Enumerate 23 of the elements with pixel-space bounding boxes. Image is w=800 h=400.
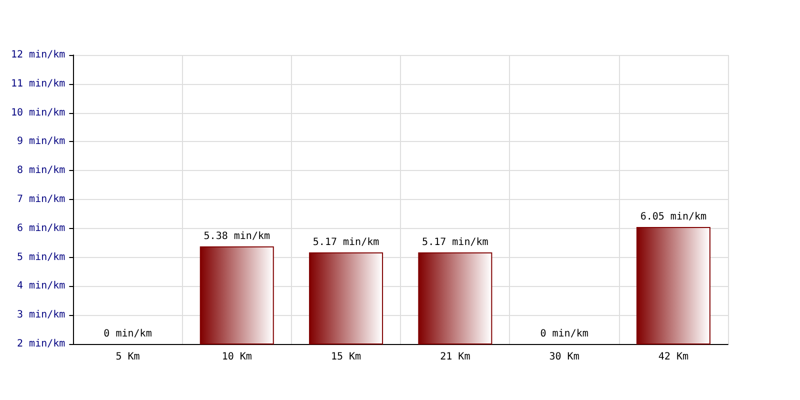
data-label: 5.17 min/km — [312, 236, 380, 248]
x-tick-label: 10 Km — [222, 352, 252, 362]
y-tick-label: 11 min/km — [10, 78, 66, 90]
y-tick-label: 12 min/km — [10, 50, 66, 60]
y-tick-label: 9 min/km — [17, 136, 66, 148]
x-tick-label: 15 Km — [330, 352, 362, 362]
y-tick-label: 8 min/km — [17, 165, 66, 176]
y-tick-label: 7 min/km — [17, 194, 66, 205]
y-tick-label: 4 min/km — [17, 280, 66, 292]
y-tick-label: 6 min/km — [17, 222, 66, 234]
y-tick-label: 3 min/km — [17, 310, 66, 321]
data-label: 5.17 min/km — [422, 236, 488, 248]
x-tick-label: 21 Km — [440, 352, 470, 362]
y-tick-label: 5 min/km — [17, 252, 66, 263]
y-tick-label: 10 min/km — [10, 107, 66, 118]
text: 0 min/km — [540, 328, 588, 340]
x-tick-label: 30 Km — [549, 352, 580, 362]
y-tick-label: 2 min/km — [17, 338, 66, 350]
text: 0 min/km — [104, 328, 152, 340]
x-tick-label: 5 Km — [116, 352, 140, 362]
x-tick-label: 42 Km — [658, 352, 688, 362]
data-label: 5.38 min/km — [204, 230, 270, 242]
data-label: 6.05 min/km — [640, 211, 707, 222]
